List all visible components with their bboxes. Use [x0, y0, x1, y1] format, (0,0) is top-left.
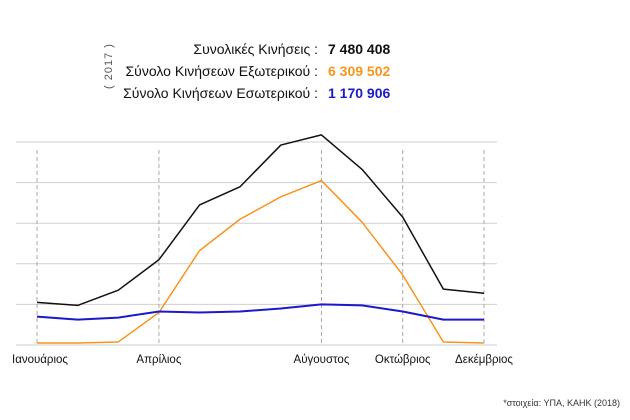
month-guides — [36, 150, 485, 345]
x-tick-label: Αύγουστος — [294, 354, 350, 366]
international-movements-label: Σύνολο Κινήσεων Εξωτερικού : — [126, 63, 318, 79]
grid — [16, 141, 497, 346]
source-note: *στοιχεία: ΥΠΑ, ΚΑΗΚ (2018) — [503, 398, 620, 408]
series-line-1 — [37, 179, 485, 344]
series-line-0 — [36, 134, 485, 307]
total-movements-label: Συνολικές Κινήσεις : — [193, 41, 318, 57]
x-tick-label: Απρίλιος — [136, 354, 181, 366]
international-movements-value: 6 309 502 — [328, 63, 390, 79]
domestic-movements-value: 1 170 906 — [328, 85, 390, 101]
x-tick-labels: Ιανουάριος Απρίλιος Αύγουστος Οκτώβριος Δεκέ… — [12, 354, 513, 366]
series-line-2 — [36, 303, 484, 321]
x-tick-label: Δεκέμβριος — [455, 354, 513, 366]
stats-block: Συνολικές Κινήσεις : 7 480 408 Σύνολο Κι… — [123, 41, 390, 101]
x-tick-label: Ιανουάριος — [12, 354, 68, 366]
domestic-movements-label: Σύνολο Κινήσεων Εσωτερικού : — [123, 85, 318, 101]
total-movements-value: 7 480 408 — [328, 41, 390, 57]
x-tick-label: Οκτώβριος — [375, 354, 431, 366]
year-label: ( 2017 ) — [103, 43, 115, 89]
series-lines — [36, 134, 485, 344]
